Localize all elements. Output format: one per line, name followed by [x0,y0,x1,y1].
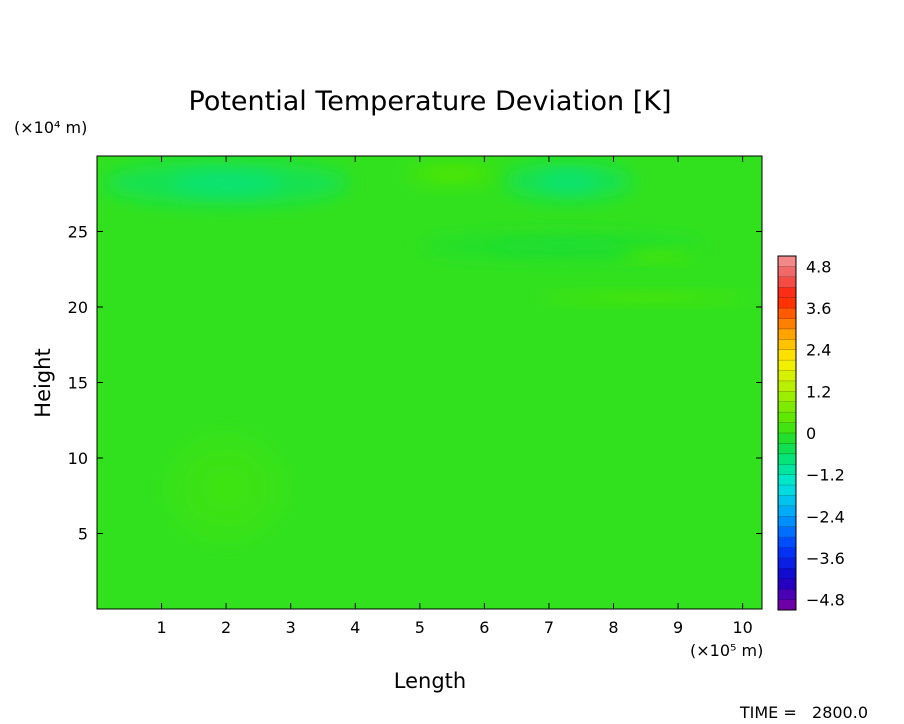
heatmap-anomaly-core [431,169,473,179]
colorbar-band [778,287,796,299]
colorbar-band [778,370,796,382]
colorbar [777,255,797,611]
x-axis-label: Length [394,669,466,693]
colorbar-band [778,443,796,455]
heatmap-anomaly-core [497,240,626,253]
colorbar-tick-label: 1.2 [806,382,831,401]
y-tick-label: 25 [68,223,88,242]
colorbar-band [778,297,796,309]
colorbar-band [778,412,796,423]
x-tick-label: 2 [221,618,231,637]
colorbar-band [778,464,796,476]
colorbar-band [778,339,796,351]
colorbar-tick-label: −4.8 [806,591,845,610]
y-tick-label: 5 [78,525,88,544]
colorbar-band [778,422,796,434]
heatmap-anomaly-core [641,252,677,259]
y-tick-label: 15 [68,374,88,393]
colorbar-band [778,433,796,444]
colorbar-band [778,349,796,361]
chart-title: Potential Temperature Deviation [K] [189,86,672,117]
y-tick-label: 20 [68,298,88,317]
colorbar-band [778,276,796,288]
y-axis: 5 10 15 20 25 [68,223,762,544]
x-axis: 1 2 3 4 5 6 7 8 9 10 [156,156,753,637]
colorbar-band [778,453,796,465]
colorbar-band [778,256,796,267]
x-tick-label: 6 [479,618,489,637]
colorbar-band [778,360,796,371]
heatmap-anomaly-core [170,172,282,194]
x-tick-label: 1 [156,618,166,637]
x-tick-label: 7 [544,618,554,637]
x-tick-label: 9 [673,618,683,637]
x-tick-label: 8 [608,618,618,637]
colorbar-tick-label: −3.6 [806,549,845,568]
colorbar-tick-label: 2.4 [806,341,831,360]
heatmap-anomaly-core [539,172,598,191]
colorbar-band [778,308,796,319]
y-tick-label: 10 [68,449,88,468]
colorbar-band [778,266,796,278]
x-tick-label: 10 [732,618,752,637]
colorbar-tick-label: 4.8 [806,257,831,276]
colorbar-tick-label: −2.4 [806,507,845,526]
x-tick-label: 3 [286,618,296,637]
colorbar-band [778,485,796,496]
colorbar-band [778,380,796,392]
x-tick-label: 5 [415,618,425,637]
colorbar-band [778,589,796,600]
colorbar-tick-label: 0 [806,424,816,443]
colorbar-tick-label: 3.6 [806,299,831,318]
colorbar-band [778,505,796,517]
y-axis-label: Height [31,348,55,417]
time-stamp: TIME = 2800.0 [739,703,868,722]
colorbar-band [778,526,796,538]
colorbar-band [778,537,796,548]
colorbar-ticks: 4.8 3.6 2.4 1.2 0 −1.2 −2.4 −3.6 −4.8 [806,257,845,609]
colorbar-band [778,474,796,486]
heatmap-anomaly-core [599,295,693,301]
colorbar-band [778,391,796,403]
colorbar-band [778,568,796,580]
heatmap-anomaly-core [199,464,253,512]
colorbar-band [778,516,796,528]
heatmap-field [97,156,762,609]
colorbar-band [778,578,796,590]
colorbar-band [778,599,796,611]
colorbar-band [778,495,796,507]
y-axis-unit: (×10⁴ m) [14,118,87,137]
x-tick-label: 4 [350,618,360,637]
colorbar-band [778,318,796,330]
colorbar-tick-label: −1.2 [806,466,845,485]
x-axis-unit: (×10⁵ m) [690,641,763,660]
heatmap-background [97,156,762,609]
colorbar-band [778,401,796,413]
colorbar-frame [777,255,797,611]
colorbar-band [778,557,796,569]
colorbar-band [778,547,796,559]
colorbar-band [778,328,796,340]
